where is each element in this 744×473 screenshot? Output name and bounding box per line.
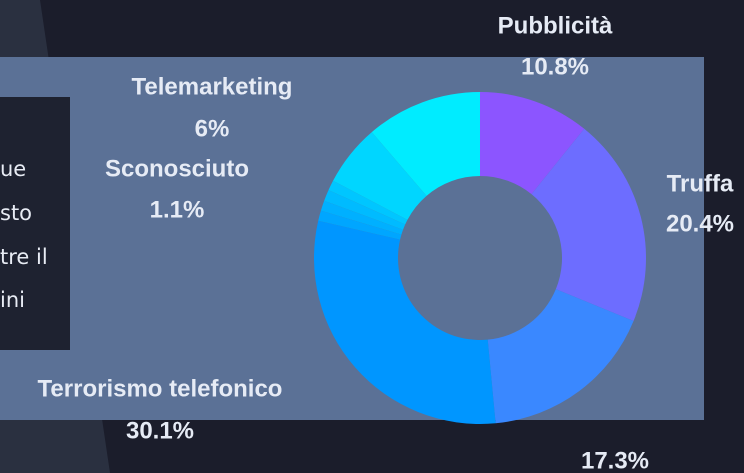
slice-name: Terrorismo telefonico — [38, 375, 283, 402]
side-text: sto — [0, 201, 32, 225]
slice-value: 30.1% — [126, 417, 194, 444]
donut-slice — [531, 128, 646, 322]
slice-name: Pubblicità — [498, 12, 613, 39]
side-text: tre il — [0, 245, 48, 269]
donut-slice — [333, 132, 427, 220]
donut-slice — [371, 92, 480, 196]
donut-slice — [324, 190, 406, 230]
slice-name: Truffa — [667, 170, 734, 197]
donut-slice — [318, 210, 402, 240]
side-text: ue — [0, 157, 26, 181]
donut-slice — [487, 289, 634, 424]
donut-slice — [320, 200, 404, 235]
slice-name: Sconosciuto — [105, 155, 249, 182]
slice-name: Telemarketing — [132, 73, 293, 100]
donut-slice — [328, 180, 408, 225]
slice-value: 6% — [195, 115, 230, 142]
donut-chart: Pubblicità 10.8% Truffa 20.4% 17.3% Terrorism… — [38, 12, 735, 473]
slice-value: 17.3% — [581, 447, 649, 473]
slice-value: 20.4% — [666, 210, 734, 237]
side-panel — [0, 97, 70, 350]
slice-value: 1.1% — [150, 196, 205, 223]
donut-slice — [480, 92, 585, 195]
side-text: ini — [0, 288, 25, 312]
donut-slice — [314, 220, 496, 424]
slice-value: 10.8% — [521, 53, 589, 80]
